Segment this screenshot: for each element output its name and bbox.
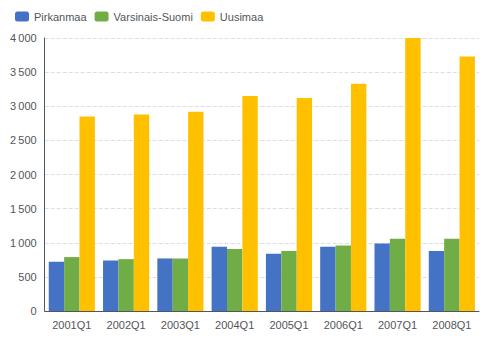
svg-text:3 000: 3 000 (10, 100, 37, 112)
svg-text:2005Q1: 2005Q1 (269, 319, 308, 331)
svg-text:2001Q1: 2001Q1 (52, 319, 91, 331)
svg-text:2 500: 2 500 (10, 134, 37, 146)
svg-text:Varsinais-Suomi: Varsinais-Suomi (114, 11, 193, 23)
svg-text:500: 500 (18, 271, 36, 283)
svg-text:2003Q1: 2003Q1 (161, 319, 200, 331)
svg-text:Pirkanmaa: Pirkanmaa (34, 11, 87, 23)
svg-text:2004Q1: 2004Q1 (215, 319, 254, 331)
svg-text:2007Q1: 2007Q1 (378, 319, 417, 331)
svg-text:1 500: 1 500 (10, 203, 37, 215)
svg-text:4 000: 4 000 (10, 32, 37, 44)
svg-text:0: 0 (31, 305, 37, 317)
svg-text:Uusimaa: Uusimaa (220, 11, 264, 23)
svg-text:2002Q1: 2002Q1 (107, 319, 146, 331)
svg-text:3 500: 3 500 (10, 66, 37, 78)
svg-text:1 000: 1 000 (10, 237, 37, 249)
svg-text:2006Q1: 2006Q1 (324, 319, 363, 331)
svg-text:2 000: 2 000 (10, 169, 37, 181)
svg-text:2008Q1: 2008Q1 (432, 319, 471, 331)
